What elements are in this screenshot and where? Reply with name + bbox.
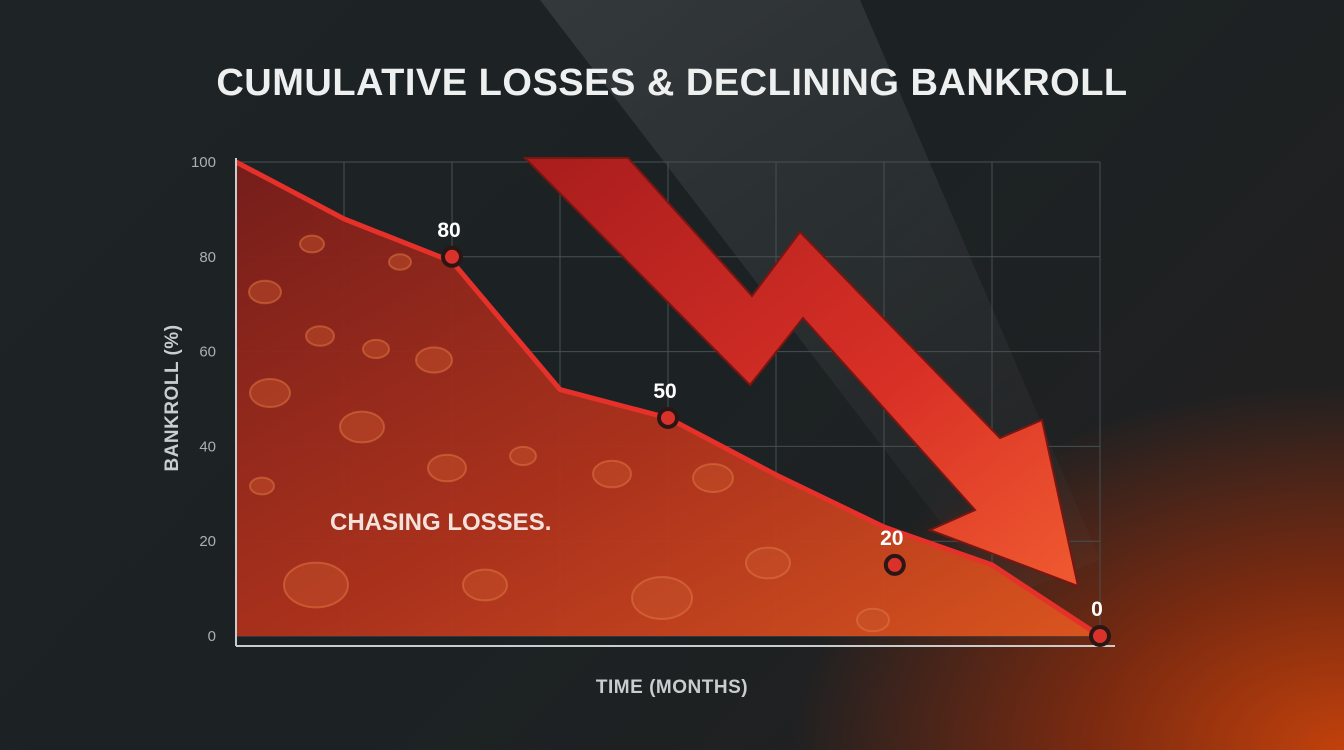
coin-icon [283, 561, 349, 609]
y-tick-label: 60 [199, 344, 216, 361]
coin-icon [249, 378, 291, 408]
data-point-marker [1089, 625, 1111, 647]
coin-icon [745, 546, 791, 580]
coin-icon [692, 463, 734, 493]
coin-icon [509, 445, 537, 467]
coin-icon [462, 568, 508, 602]
coin-icon [388, 253, 412, 271]
y-tick-label: 40 [199, 438, 216, 455]
data-markers: 80 50 20 0 [437, 219, 1111, 647]
data-point-marker [883, 553, 906, 576]
chart-title: CUMULATIVE LOSSES & DECLINING BANKROLL [216, 62, 1128, 104]
x-axis-title: TIME (MONTHS) [596, 677, 748, 698]
coin-icon [631, 576, 693, 620]
coin-icon [856, 607, 890, 633]
y-tick-label: 80 [199, 249, 216, 266]
coin-icon [249, 476, 275, 496]
data-point-marker [657, 406, 679, 429]
bankroll-area [236, 162, 1100, 636]
coin-icon [248, 279, 282, 305]
coin-icon [415, 346, 453, 374]
coin-icon [339, 410, 385, 444]
data-point-marker [441, 245, 463, 268]
y-axis-title: BANKROLL (%) [162, 324, 183, 471]
coin-icon [362, 338, 390, 360]
data-point-label: 20 [880, 527, 903, 550]
coin-icon [427, 453, 467, 483]
y-axis-ticks: 0 20 40 60 80 100 [191, 154, 216, 645]
axes [235, 158, 1115, 647]
annotation-chasing-losses: CHASING LOSSES. [330, 509, 551, 536]
data-point-label: 50 [653, 380, 676, 403]
y-tick-label: 0 [208, 628, 216, 645]
coin-icon [592, 459, 632, 489]
y-tick-label: 100 [191, 154, 216, 171]
coin-icon [305, 325, 335, 347]
y-tick-label: 20 [199, 533, 216, 550]
data-point-label: 80 [437, 219, 460, 242]
decline-arrow-icon [522, 157, 1080, 588]
data-point-label: 0 [1091, 598, 1103, 621]
coin-decorations [248, 234, 890, 633]
coin-icon [299, 234, 325, 254]
